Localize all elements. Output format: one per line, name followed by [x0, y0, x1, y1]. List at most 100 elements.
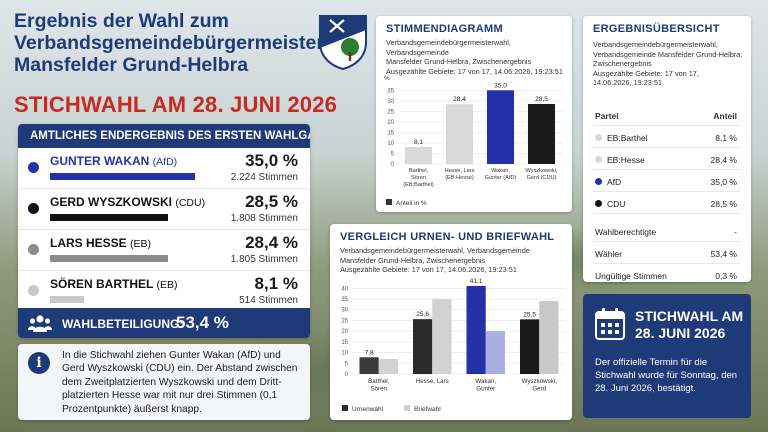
stat-value: - [734, 227, 737, 237]
bar [539, 301, 559, 374]
party-label: CDU [607, 199, 626, 209]
candidate-votes: 1.808 Stimmen [230, 213, 298, 224]
overview-subtitle: Verbandsgemeindebürgermeisterwahl, Verba… [593, 40, 742, 88]
candidate-name: GERD WYSZKOWSKI (CDU) [50, 195, 205, 209]
legend-label: Anteil in % [396, 200, 427, 207]
urn-vs-mail-title: VERGLEICH URNEN- UND BRIEFWAHL [340, 231, 555, 243]
y-tick-label: 30 [387, 99, 394, 105]
bar [466, 285, 486, 374]
data-label: 28,5 [535, 96, 548, 103]
urn-vs-mail-panel: VERGLEICH URNEN- UND BRIEFWAHL Verbandsg… [330, 224, 572, 420]
party-color-dot [28, 162, 39, 173]
y-tick-label: 0 [391, 162, 395, 168]
overview-party-row: AfD 35,0 % [593, 170, 741, 192]
y-axis-unit-label: % [384, 75, 390, 82]
candidate-name-text: LARS HESSE [50, 236, 127, 250]
party-color-dot [595, 156, 602, 163]
stat-value: 0,3 % [715, 271, 737, 281]
candidate-row: GUNTER WAKAN (AfD) 35,0 % 2.224 Stimmen [18, 148, 310, 189]
info-card: i In die Stichwahl ziehen Gunter Wakan (… [18, 344, 310, 420]
party-share: 35,0 % [710, 177, 737, 187]
stat-label: Wahlberechtigte [595, 227, 657, 237]
column-header-party: Partei [595, 111, 619, 121]
column-header-share: Anteil [713, 111, 737, 121]
candidate-row: SÖREN BARTHEL (EB) 8,1 % 514 Stimmen [18, 271, 310, 312]
y-tick-label: 25 [341, 318, 348, 324]
category-label: Wyszkowski, [526, 168, 558, 174]
subtitle-line: Ausgezählte Gebiete: 17 von 17, 14.06.20… [386, 66, 563, 76]
candidate-votes: 2.224 Stimmen [230, 172, 298, 183]
party-color-dot [28, 285, 39, 296]
party-share: 28,4 % [710, 155, 737, 165]
category-label: Gerd (CDU) [527, 175, 557, 181]
y-tick-label: 15 [387, 130, 394, 136]
category-label: Hesse, Lars [416, 378, 449, 385]
legend-label: Briefwahl [414, 406, 441, 413]
party-label: AfD [607, 177, 622, 187]
title-line-1: Ergebnis der Wahl zum [14, 10, 229, 32]
y-tick-label: 25 [387, 109, 394, 115]
vote-chart-title: STIMMENDIAGRAMM [386, 23, 503, 35]
subtitle-line: Mansfelder Grund-Helbra, Zwischenergebni… [340, 255, 486, 265]
runoff-date-title-line: 28. JUNI 2026 [635, 325, 726, 341]
subtitle-line: Mansfelder Grund-Helbra, Zwischenergebni… [386, 57, 532, 67]
candidate-party: (AfD) [152, 156, 178, 168]
subtitle-line: 14.06.2026, 19:23:51 [593, 78, 662, 88]
candidate-list: GUNTER WAKAN (AfD) 35,0 % 2.224 Stimmen GER… [18, 148, 310, 312]
legend-swatch [404, 405, 410, 411]
runoff-date-text: Der offizielle Termin für die Stichwahl … [595, 357, 738, 394]
info-icon: i [28, 352, 50, 374]
stat-label: Wähler [595, 249, 622, 259]
data-label: 41,1 [470, 278, 483, 285]
candidate-name: SÖREN BARTHEL (EB) [50, 277, 177, 291]
y-tick-label: 15 [341, 340, 348, 346]
runoff-date-title-line: STICHWAHL AM [635, 308, 744, 324]
subtitle-line: Verbandsgemeindebürgermeisterwahl, Verba… [340, 246, 530, 255]
candidate-percent: 8,1 % [254, 274, 298, 293]
overview-stat-row: Ungültige Stimmen 0,3 % [593, 264, 741, 282]
vote-share-bar [50, 255, 168, 262]
bar [359, 357, 379, 374]
data-label: 28,4 [453, 96, 466, 103]
party-label: EB:Hesse [607, 155, 645, 165]
vote-chart-subtitle: Verbandsgemeindebürgermeisterwahl, Verba… [386, 38, 572, 76]
overview-stat-row: Wahlberechtigte - [593, 220, 741, 242]
candidate-name: LARS HESSE (EB) [50, 236, 151, 250]
turnout-value: 53,4 % [176, 313, 229, 332]
subtitle-line: Ausgezählte Gebiete: 17 von 17, 14.06.20… [340, 265, 517, 275]
y-tick-label: 5 [345, 361, 349, 367]
subtitle-line: Verbandsgemeindebürgermeisterwahl, Verba… [386, 38, 511, 57]
category-label: Sören [370, 386, 387, 393]
results-heading: AMTLICHES ENDERGEBNIS DES ERSTEN WAHLGAN… [18, 124, 310, 148]
vote-share-bar [50, 173, 195, 180]
data-label: 25,6 [416, 311, 429, 318]
vote-bar-chart: % 0 5 10 15 20 25 30 35 8,1 Barthel,Sören(EB:Barth… [384, 75, 562, 207]
party-color-dot [595, 200, 602, 207]
calendar-icon [595, 308, 625, 340]
category-label: Gunter (AfD) [485, 175, 517, 181]
legend-swatch [342, 405, 348, 411]
turnout-label: WAHLBETEILIGUNG: [62, 317, 184, 331]
data-label: 25,5 [523, 311, 536, 318]
title-line-3: Mansfelder Grund-Helbra [14, 54, 249, 76]
vote-chart-panel: STIMMENDIAGRAMM Verbandsgemeindebürgerme… [376, 16, 572, 212]
y-tick-label: 20 [341, 329, 348, 335]
y-tick-label: 35 [341, 297, 348, 303]
vote-share-bar [50, 296, 84, 303]
runoff-date-title: STICHWAHL AM 28. JUNI 2026 [635, 308, 743, 342]
bar [485, 331, 506, 374]
candidate-row: LARS HESSE (EB) 28,4 % 1.805 Stimmen [18, 230, 310, 271]
stat-label: Ungültige Stimmen [595, 271, 667, 281]
category-label: (EB:Barthel) [403, 182, 434, 188]
urn-vs-mail-bar-chart: 0 5 10 15 20 25 30 35 40 7,8 Barthel,Sören 25,6 Hess… [341, 278, 566, 413]
candidate-party: (CDU) [175, 197, 206, 209]
coat-of-arms-logo [319, 15, 367, 70]
data-label: 8,1 [414, 139, 423, 146]
y-tick-label: 0 [345, 372, 349, 378]
y-tick-label: 35 [387, 88, 394, 94]
party-color-dot [28, 203, 39, 214]
legend-swatch [386, 199, 392, 205]
urn-vs-mail-subtitle: Verbandsgemeindebürgermeisterwahl, Verba… [340, 246, 530, 275]
category-label: Hesse, Lars [445, 168, 475, 174]
category-label: Gunter [476, 386, 495, 393]
